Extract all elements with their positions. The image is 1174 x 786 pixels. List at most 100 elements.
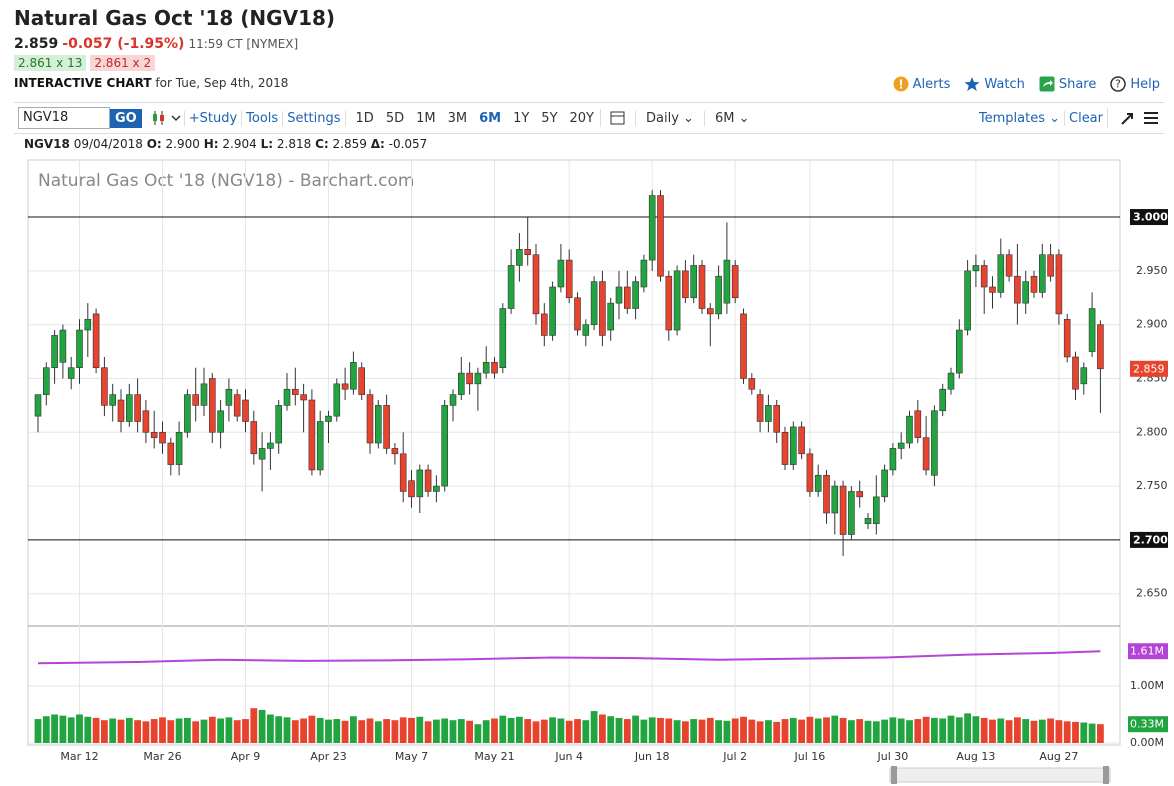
candle-body — [906, 415, 913, 444]
period-button[interactable]: 1Y — [513, 110, 530, 126]
info-field-value: 2.904 — [222, 137, 257, 151]
x-tick-label: Jun 18 — [634, 750, 670, 763]
volume-bar — [540, 719, 548, 743]
line-last-label: 1.61M — [1130, 645, 1164, 658]
volume-bar — [474, 724, 482, 743]
candle-body — [466, 372, 473, 385]
candle-body — [209, 378, 216, 433]
interval-dropdown[interactable]: Daily ⌄ — [635, 110, 704, 126]
tool-icons[interactable] — [1107, 108, 1164, 128]
candle-body — [856, 491, 864, 498]
toolbar-link[interactable]: +Study — [183, 110, 242, 126]
candle-body — [308, 399, 316, 471]
calendar-icon[interactable] — [600, 109, 635, 127]
candle-body — [682, 270, 689, 299]
scroll-handle[interactable] — [891, 766, 897, 784]
candle-body — [374, 405, 382, 444]
volume-bar — [947, 715, 955, 743]
templates-button[interactable]: Templates ⌄ — [978, 110, 1060, 126]
clear-button[interactable]: Clear — [1064, 110, 1107, 126]
candle-body — [1005, 254, 1013, 277]
candle-body — [765, 405, 772, 422]
candle-body — [117, 399, 125, 422]
volume-bar — [864, 720, 872, 743]
volume-line — [37, 650, 1101, 665]
share-link[interactable]: Share — [1039, 76, 1096, 92]
candle-body — [690, 265, 698, 299]
toolbar-link[interactable]: Tools — [241, 110, 283, 126]
candle-body — [557, 259, 565, 288]
candle-body — [217, 410, 224, 433]
bid: 2.861 x 13 — [14, 55, 87, 71]
volume-bar — [1080, 722, 1088, 743]
candle-body — [76, 329, 83, 369]
alerts-link[interactable]: Alerts — [893, 76, 950, 92]
period-button[interactable]: 3M — [447, 110, 468, 126]
volume-bar — [101, 720, 108, 743]
volume-bar — [167, 720, 175, 743]
candle-body — [1030, 275, 1038, 293]
toolbar-link[interactable]: Settings — [282, 110, 345, 126]
volume-bar — [698, 719, 706, 743]
period-button[interactable]: 1M — [416, 110, 436, 126]
star-icon — [964, 77, 980, 91]
help-link[interactable]: ? Help — [1110, 76, 1160, 92]
watch-link[interactable]: Watch — [964, 76, 1025, 92]
volume-bar — [507, 717, 515, 743]
candle-body — [640, 259, 648, 288]
candle-body — [433, 485, 440, 492]
candle-body — [51, 335, 58, 369]
volume-bar — [366, 718, 374, 743]
candle-body — [1047, 254, 1054, 277]
candle-body — [42, 367, 50, 395]
candle-body — [848, 491, 855, 535]
candle-body — [491, 362, 498, 374]
x-tick-label: Aug 27 — [1039, 750, 1078, 763]
y-tick-label: 2.950 — [1136, 264, 1168, 277]
quote-time: 11:59 CT [NYMEX] — [188, 37, 299, 51]
info-field-label: C: — [315, 137, 329, 151]
candle-body — [823, 475, 830, 514]
range-dropdown[interactable]: 6M ⌄ — [703, 110, 760, 126]
volume-bar — [731, 718, 739, 743]
volume-bar — [134, 720, 141, 743]
volume-last-box — [1128, 716, 1168, 733]
volume-bar — [308, 715, 316, 743]
volume-bar — [897, 718, 905, 743]
reference-label: 2.700 — [1133, 533, 1168, 546]
volume-bar — [839, 717, 847, 743]
ask: 2.861 x 2 — [90, 55, 156, 71]
candle-body — [316, 421, 324, 471]
volume-bar — [590, 711, 598, 743]
volume-bar — [682, 721, 689, 743]
period-button[interactable]: 20Y — [569, 110, 594, 126]
symbol-input[interactable]: NGV18 — [18, 107, 110, 129]
candle-body — [914, 410, 922, 438]
candle-body — [1063, 318, 1071, 358]
volume-bar — [250, 708, 258, 743]
volume-bar — [466, 720, 473, 743]
scroll-handle[interactable] — [1103, 766, 1109, 784]
candle-body — [267, 442, 274, 449]
period-button[interactable]: 6M — [479, 110, 502, 126]
volume-bar — [623, 719, 631, 743]
chart-type-icon[interactable] — [150, 109, 184, 127]
scrollbar[interactable] — [889, 767, 1111, 783]
candle-body — [184, 394, 191, 433]
x-tick-label: Jul 2 — [722, 750, 747, 763]
range: 6M — [714, 110, 735, 126]
volume-bar — [59, 715, 67, 743]
period-button[interactable]: 5D — [385, 110, 405, 126]
volume-bar — [217, 718, 224, 743]
candle-body — [549, 286, 556, 336]
page-title: Natural Gas Oct '18 (NGV18) — [14, 6, 336, 30]
volume-bar — [109, 718, 117, 743]
link-text: Help — [1130, 76, 1160, 92]
volume-bar — [964, 713, 971, 743]
candle-body — [806, 453, 814, 492]
period-button[interactable]: 5Y — [541, 110, 558, 126]
go-button[interactable]: GO — [110, 108, 142, 128]
volume-bar — [931, 717, 938, 743]
plot-frame — [27, 159, 1121, 746]
period-button[interactable]: 1D — [355, 110, 374, 126]
